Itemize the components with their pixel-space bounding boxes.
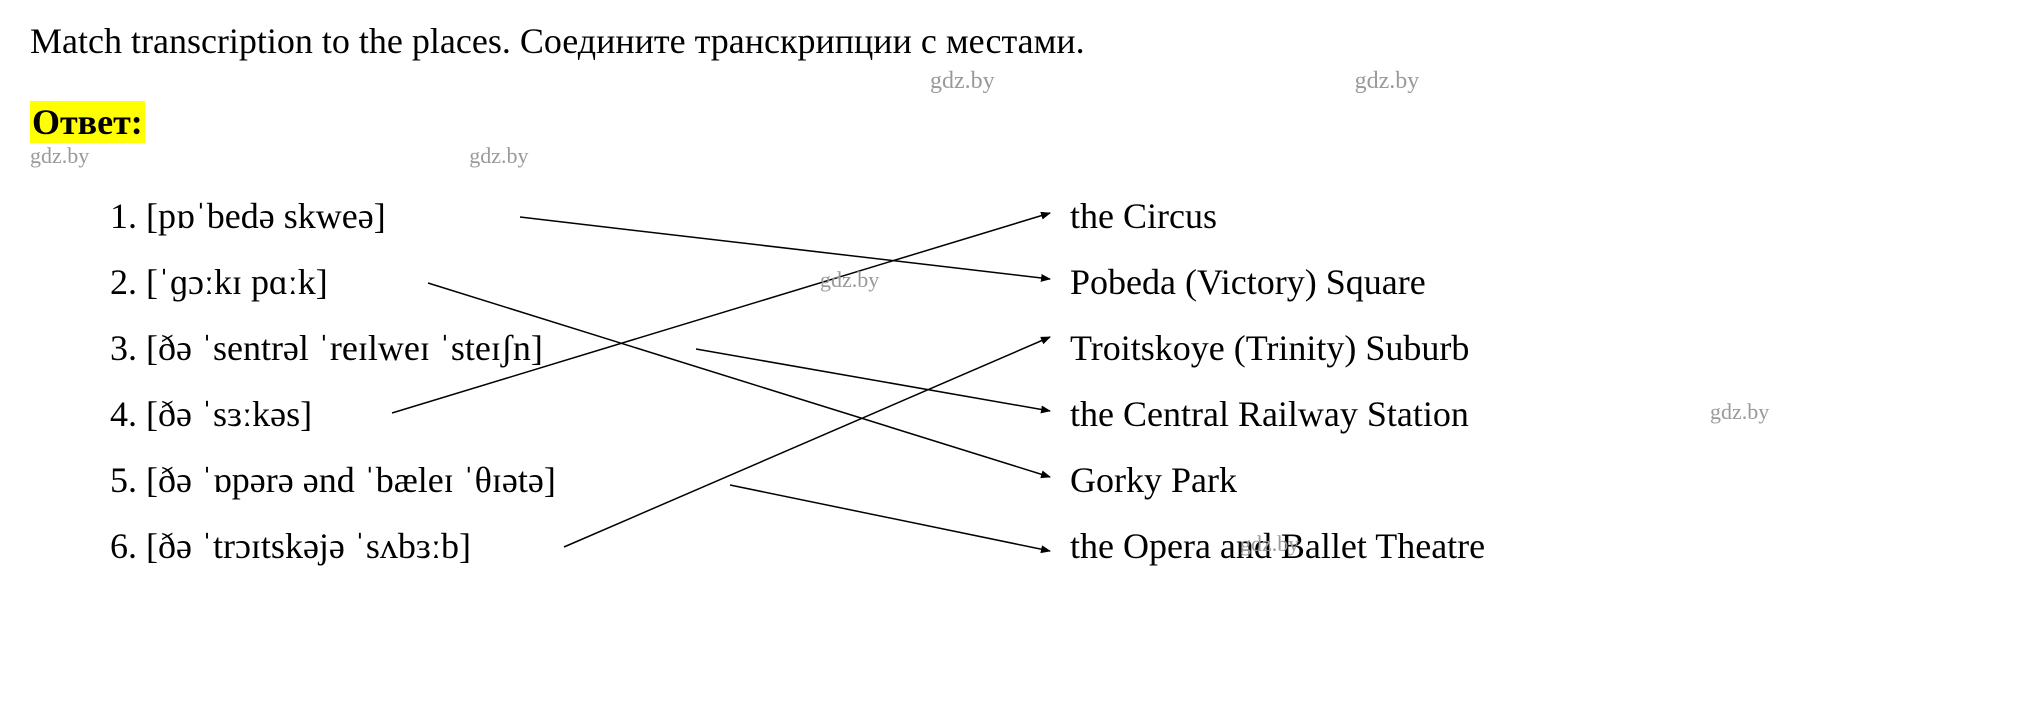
- matching-diagram: 1. [pɒˈbedə skweə] 2. [ˈɡɔːkɪ pɑːk] 3. […: [30, 173, 1930, 613]
- watermark: gdz.by: [1355, 68, 1420, 95]
- place-list: the Circus Pobeda (Victory) Square Troit…: [1070, 183, 1485, 579]
- watermark: gdz.by: [930, 68, 995, 95]
- list-item: 2. [ˈɡɔːkɪ pɑːk]: [110, 249, 556, 315]
- watermark: gdz.by: [1240, 531, 1299, 557]
- list-item: 5. [ðə ˈɒpərə ənd ˈbæleɪ ˈθɪətə]: [110, 447, 556, 513]
- list-item: the Central Railway Station: [1070, 381, 1485, 447]
- list-item: 6. [ðə ˈtrɔɪtskəjə ˈsʌbɜːb]: [110, 513, 556, 579]
- watermark: gdz.by: [30, 143, 89, 169]
- list-item: 4. [ðə ˈsɜːkəs]: [110, 381, 556, 447]
- watermark: gdz.by: [820, 267, 879, 293]
- list-item: Troitskoye (Trinity) Suburb: [1070, 315, 1485, 381]
- list-item: Gorky Park: [1070, 447, 1485, 513]
- match-arrow: [520, 217, 1050, 279]
- list-item: the Circus: [1070, 183, 1485, 249]
- list-item: Pobeda (Victory) Square: [1070, 249, 1485, 315]
- list-item: 3. [ðə ˈsentrəl ˈreɪlweɪ ˈsteɪʃn]: [110, 315, 556, 381]
- watermark-row-top: gdz.by gdz.by: [30, 68, 1996, 95]
- match-arrow: [696, 349, 1050, 411]
- list-item: 1. [pɒˈbedə skweə]: [110, 183, 556, 249]
- answer-label: Ответ:: [30, 101, 145, 143]
- transcription-list: 1. [pɒˈbedə skweə] 2. [ˈɡɔːkɪ pɑːk] 3. […: [110, 183, 556, 579]
- watermark: gdz.by: [1710, 399, 1769, 425]
- match-arrow: [730, 485, 1050, 551]
- exercise-prompt: Match transcription to the places. Соеди…: [30, 20, 1996, 62]
- watermark: gdz.by: [469, 143, 528, 169]
